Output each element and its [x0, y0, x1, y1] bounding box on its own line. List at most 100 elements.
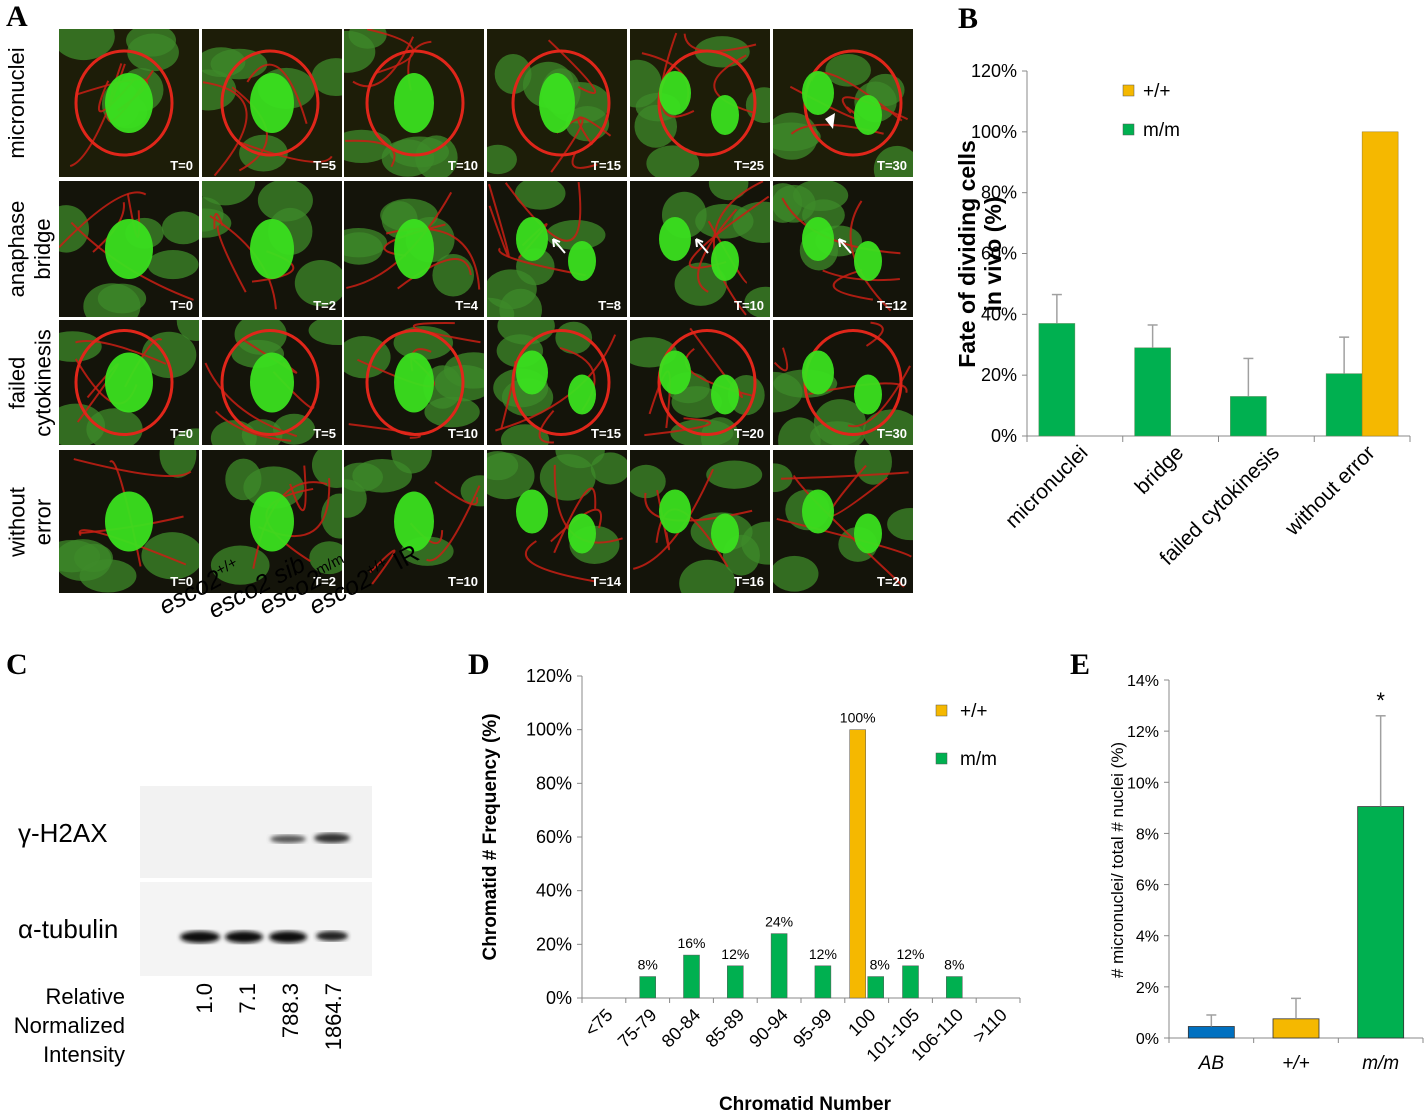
y-tick-label: 100% — [971, 122, 1017, 142]
nucleus-shape — [487, 452, 535, 500]
intensity-value: 7.1 — [235, 983, 260, 1014]
time-label: T=20 — [877, 574, 907, 589]
blot-label-gamma-h2ax: γ-H2AX — [18, 818, 108, 848]
micrograph-image — [59, 450, 199, 593]
bar-mm — [1134, 347, 1171, 437]
panel-letter-a: A — [6, 0, 28, 33]
membrane-line — [369, 549, 396, 585]
daughter-chromatin — [854, 95, 882, 135]
x-tick-label: 90-94 — [745, 1005, 792, 1052]
band-tubulin-3 — [269, 931, 307, 943]
micrograph-image — [202, 450, 342, 593]
nucleus-shape — [792, 181, 849, 212]
time-label: T=16 — [734, 574, 764, 589]
membrane-line — [847, 365, 911, 428]
x-tick-label: 100 — [844, 1005, 879, 1040]
daughter-chromatin — [802, 71, 834, 115]
significance-marker: * — [1376, 688, 1385, 713]
band-tubulin-2 — [225, 931, 263, 943]
micrograph-tile: T=4 — [344, 181, 484, 317]
nucleus-shape — [887, 507, 913, 541]
dividing-chromatin — [539, 73, 575, 133]
micrograph-tile: T=30 — [773, 29, 913, 177]
time-label: T=14 — [591, 574, 621, 589]
y-tick-label: 0% — [546, 988, 572, 1008]
nucleus-shape — [59, 403, 106, 445]
time-label: T=0 — [170, 574, 193, 589]
bar — [1272, 1018, 1320, 1039]
dividing-chromatin — [250, 73, 294, 133]
micrograph-tile: T=5 — [202, 320, 342, 445]
micrograph-tile: T=12 — [773, 181, 913, 317]
bar-wt — [1361, 131, 1399, 437]
micrograph-image — [487, 320, 627, 445]
time-label: T=15 — [591, 158, 621, 173]
bar-mm — [867, 976, 884, 999]
membrane-line — [538, 409, 555, 444]
legend-label-wt: +/+ — [960, 701, 987, 722]
data-label: 16% — [677, 935, 705, 951]
nucleus-shape — [432, 253, 475, 297]
time-label: T=20 — [734, 426, 764, 441]
membrane-line — [780, 471, 909, 480]
nucleus-shape — [494, 53, 532, 95]
micrograph-image — [773, 320, 913, 445]
data-label: 12% — [896, 946, 924, 962]
nucleus-shape — [79, 559, 137, 593]
membrane-line — [822, 269, 900, 282]
daughter-chromatin — [568, 374, 596, 415]
nucleus-shape — [97, 283, 147, 314]
micrograph-tile: T=14 — [487, 450, 627, 593]
micrograph-tile: T=2 — [202, 450, 342, 593]
daughter-chromatin — [516, 489, 548, 534]
dividing-chromatin — [394, 219, 434, 279]
y-tick-label: 0% — [1136, 1031, 1159, 1048]
x-tick-label: micronuclei — [1001, 441, 1092, 532]
nucleus-shape — [308, 320, 342, 346]
arrow-icon — [838, 238, 852, 254]
legend-swatch-mm — [935, 752, 948, 765]
y-axis-title: Fate of dividing cells — [954, 140, 980, 367]
membrane-line — [352, 36, 415, 88]
cell-membrane — [74, 329, 174, 436]
x-axis-title: Chromatid Number — [719, 1094, 892, 1115]
x-tick-label: without error — [1280, 441, 1380, 541]
membrane-line — [524, 540, 596, 583]
intensity-axis-label: Relative Normalized Intensity — [10, 982, 125, 1069]
bar-mm — [770, 933, 788, 999]
nucleus-shape — [321, 493, 342, 539]
membrane-line — [213, 212, 224, 229]
y-tick-label: 80% — [536, 773, 572, 793]
membrane-line — [849, 200, 892, 312]
nucleus-shape — [778, 417, 821, 445]
nucleus-shape — [671, 386, 722, 418]
bar-mm — [1325, 373, 1363, 437]
membrane-line — [713, 54, 756, 115]
time-label: T=15 — [591, 426, 621, 441]
membrane-line — [577, 116, 612, 146]
nucleus-shape — [514, 181, 566, 210]
daughter-chromatin — [711, 513, 739, 554]
time-label: T=30 — [877, 158, 907, 173]
nucleus-shape — [127, 33, 179, 72]
micrograph-image — [59, 320, 199, 445]
blot-label-alpha-tubulin: α-tubulin — [18, 914, 119, 944]
micrograph-tile: T=10 — [344, 29, 484, 177]
panel-letter-e: E — [1070, 648, 1091, 681]
time-label: T=30 — [877, 426, 907, 441]
time-label: T=2 — [313, 298, 336, 313]
legend-label-mm: m/m — [1143, 120, 1180, 141]
micrograph-image — [773, 29, 913, 177]
membrane-line — [239, 141, 333, 163]
micrograph-tile: T=10 — [344, 450, 484, 593]
membrane-line — [571, 151, 598, 169]
intensity-label-line: Relative — [45, 984, 125, 1009]
band-tubulin-1 — [180, 931, 220, 943]
y-tick-label: 120% — [971, 61, 1017, 81]
nucleus-shape — [161, 211, 199, 245]
micrograph-tile: T=20 — [773, 450, 913, 593]
y-tick-label: 12% — [1127, 724, 1159, 741]
nucleus-shape — [59, 331, 102, 362]
nucleus-shape — [202, 197, 224, 232]
time-label: T=8 — [598, 298, 621, 313]
